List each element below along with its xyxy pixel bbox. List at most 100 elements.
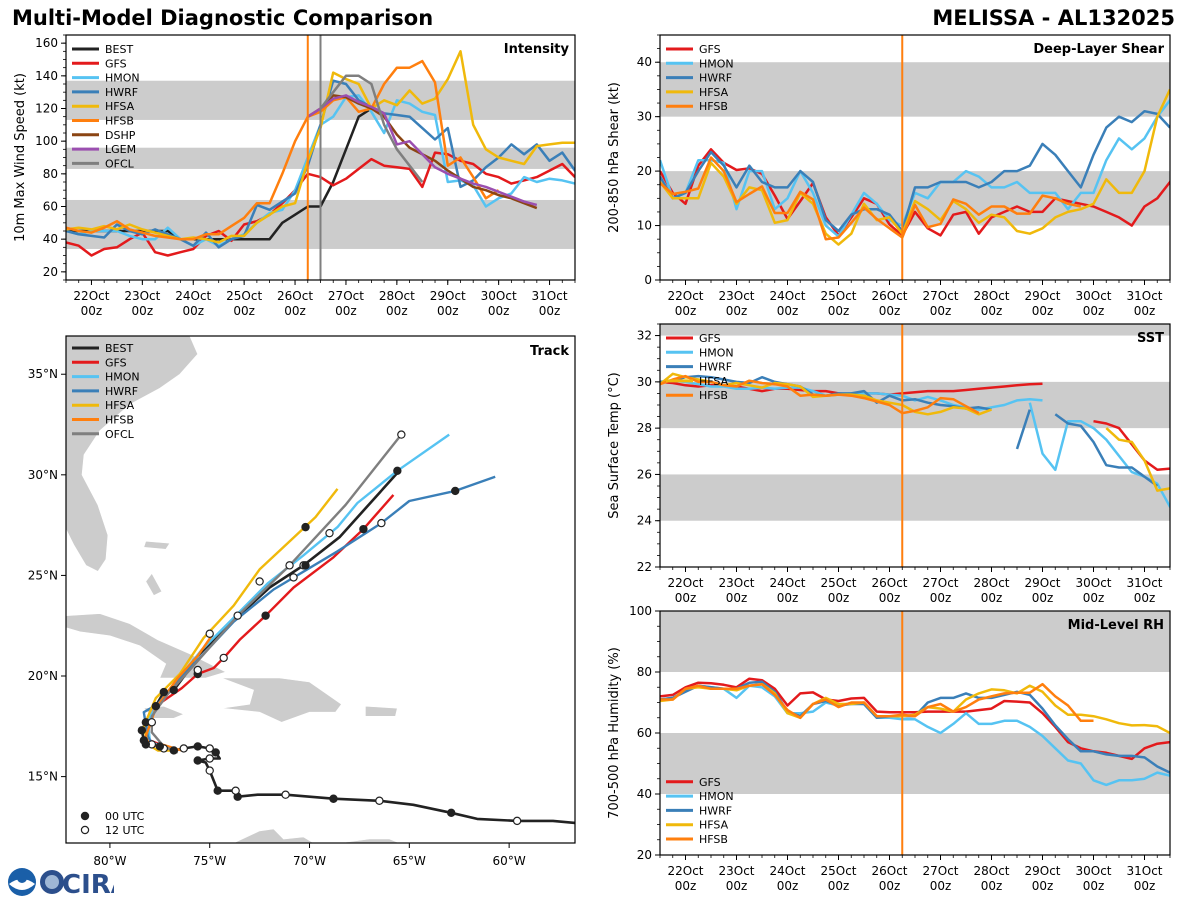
storm-title: MELISSA - AL132025 <box>932 6 1175 30</box>
y-tick-label: 15°N <box>28 770 58 784</box>
x-tick-label: 00z <box>777 879 799 893</box>
x-tick-label: 28Oct <box>379 289 415 303</box>
series-hfsb <box>66 59 500 241</box>
cira-logo: CIRA <box>4 866 131 900</box>
x-tick-label: 00z <box>539 304 561 318</box>
series-hfsa <box>660 682 1170 735</box>
x-tick-label: 60°W <box>493 854 526 868</box>
y-tick-label: 10 <box>637 219 652 233</box>
y-tick-label: 20 <box>637 164 652 178</box>
marker-12utc <box>219 653 228 663</box>
x-tick-label: 00z <box>675 304 697 318</box>
land-bahamas-1 <box>143 540 171 550</box>
legend-label-lgem: LGEM <box>105 143 136 156</box>
y-tick-label: 80 <box>637 665 652 679</box>
marker-12utc <box>231 786 240 795</box>
x-tick-label: 22Oct <box>73 289 109 303</box>
x-tick-label: 25Oct <box>820 576 856 590</box>
x-tick-label: 27Oct <box>922 864 958 878</box>
x-tick-label: 00z <box>1032 304 1054 318</box>
y-axis-label: 10m Max Wind Speed (kt) <box>13 73 28 242</box>
legend-label-hwrf: HWRF <box>105 86 138 99</box>
marker-00utc <box>393 466 402 475</box>
x-tick-label: 00z <box>930 591 952 605</box>
marker-00utc <box>451 486 460 496</box>
plot-frame <box>65 335 576 844</box>
x-tick-label: 28Oct <box>973 576 1009 590</box>
x-tick-label: 00z <box>726 591 748 605</box>
x-tick-label: 29Oct <box>1024 289 1060 303</box>
x-tick-label: 00z <box>335 304 357 318</box>
legend-label-gfs: GFS <box>105 356 127 369</box>
x-tick-label: 24Oct <box>769 576 805 590</box>
x-tick-label: 80°W <box>93 854 126 868</box>
band-1 <box>660 62 1170 117</box>
legend-label-marker: 00 UTC <box>105 810 145 823</box>
chart-shear: 01020304022Oct00z23Oct00z24Oct00z25Oct00… <box>607 34 1171 318</box>
x-tick-label: 24Oct <box>769 864 805 878</box>
legend-label-gfs: GFS <box>105 57 127 70</box>
x-tick-label: 70°W <box>293 854 326 868</box>
x-tick-label: 30Oct <box>1075 289 1111 303</box>
x-tick-label: 00z <box>1083 304 1105 318</box>
marker-00utc <box>151 701 161 711</box>
legend-marker-00utc <box>80 811 90 821</box>
cira-logo-text: CIRA <box>62 870 114 898</box>
marker-12utc <box>205 744 214 753</box>
x-tick-label: 31Oct <box>532 289 568 303</box>
x-tick-label: 28Oct <box>973 289 1009 303</box>
legend-label-hfsb: HFSB <box>105 414 134 427</box>
x-tick-label: 22Oct <box>667 289 703 303</box>
x-tick-label: 24Oct <box>175 289 211 303</box>
x-tick-label: 00z <box>182 304 204 318</box>
x-tick-label: 00z <box>828 304 850 318</box>
marker-00utc <box>447 808 456 818</box>
y-tick-label: 60 <box>637 726 652 740</box>
band-0 <box>660 171 1170 226</box>
x-tick-label: 00z <box>437 304 459 318</box>
marker-00utc <box>213 786 222 795</box>
x-tick-label: 27Oct <box>922 576 958 590</box>
series-hfsb <box>660 156 1082 241</box>
x-tick-label: 23Oct <box>718 289 754 303</box>
series-ofcl <box>319 74 424 183</box>
x-tick-label: 00z <box>930 879 952 893</box>
x-tick-label: 23Oct <box>718 864 754 878</box>
x-tick-label: 00z <box>879 879 901 893</box>
x-tick-label: 00z <box>777 591 799 605</box>
land-cuba <box>66 613 227 679</box>
series-hmon <box>660 98 1170 238</box>
y-tick-label: 30 <box>637 110 652 124</box>
y-axis-label: Sea Surface Temp (°C) <box>607 372 622 519</box>
marker-12utc <box>512 816 522 826</box>
legend-label-hfsa: HFSA <box>699 375 729 388</box>
x-tick-label: 22Oct <box>667 864 703 878</box>
marker-00utc <box>169 685 178 695</box>
legend-label-hmon: HMON <box>699 57 734 70</box>
x-tick-label: 00z <box>488 304 510 318</box>
marker-12utc <box>205 766 214 775</box>
x-tick-label: 75°W <box>193 854 226 868</box>
legend-label-best: BEST <box>105 43 133 56</box>
marker-00utc <box>137 726 147 735</box>
series-hfsa <box>660 88 1170 246</box>
marker-12utc <box>289 573 298 582</box>
chart-track: 15°N 20°N 25°N 30°N 35°N 80°W 75°W 70°W 65°W 60°W… <box>28 335 576 868</box>
y-tick-label: 40 <box>43 232 58 246</box>
x-tick-label: 28Oct <box>973 864 1009 878</box>
series-hfsa_late <box>1105 427 1170 492</box>
y-tick-label: 0 <box>644 273 652 287</box>
marker-12utc <box>179 744 188 753</box>
plot-frame <box>659 323 1171 568</box>
marker-00utc <box>193 742 202 751</box>
marker-00utc <box>139 736 149 745</box>
y-tick-label: 40 <box>637 55 652 69</box>
band-1 <box>660 611 1170 672</box>
x-tick-label: 31Oct <box>1126 576 1162 590</box>
x-tick-label: 26Oct <box>871 576 907 590</box>
marker-12utc <box>205 629 214 638</box>
marker-12utc <box>281 790 290 799</box>
x-tick-label: 00z <box>1083 879 1105 893</box>
x-tick-label: 26Oct <box>871 289 907 303</box>
